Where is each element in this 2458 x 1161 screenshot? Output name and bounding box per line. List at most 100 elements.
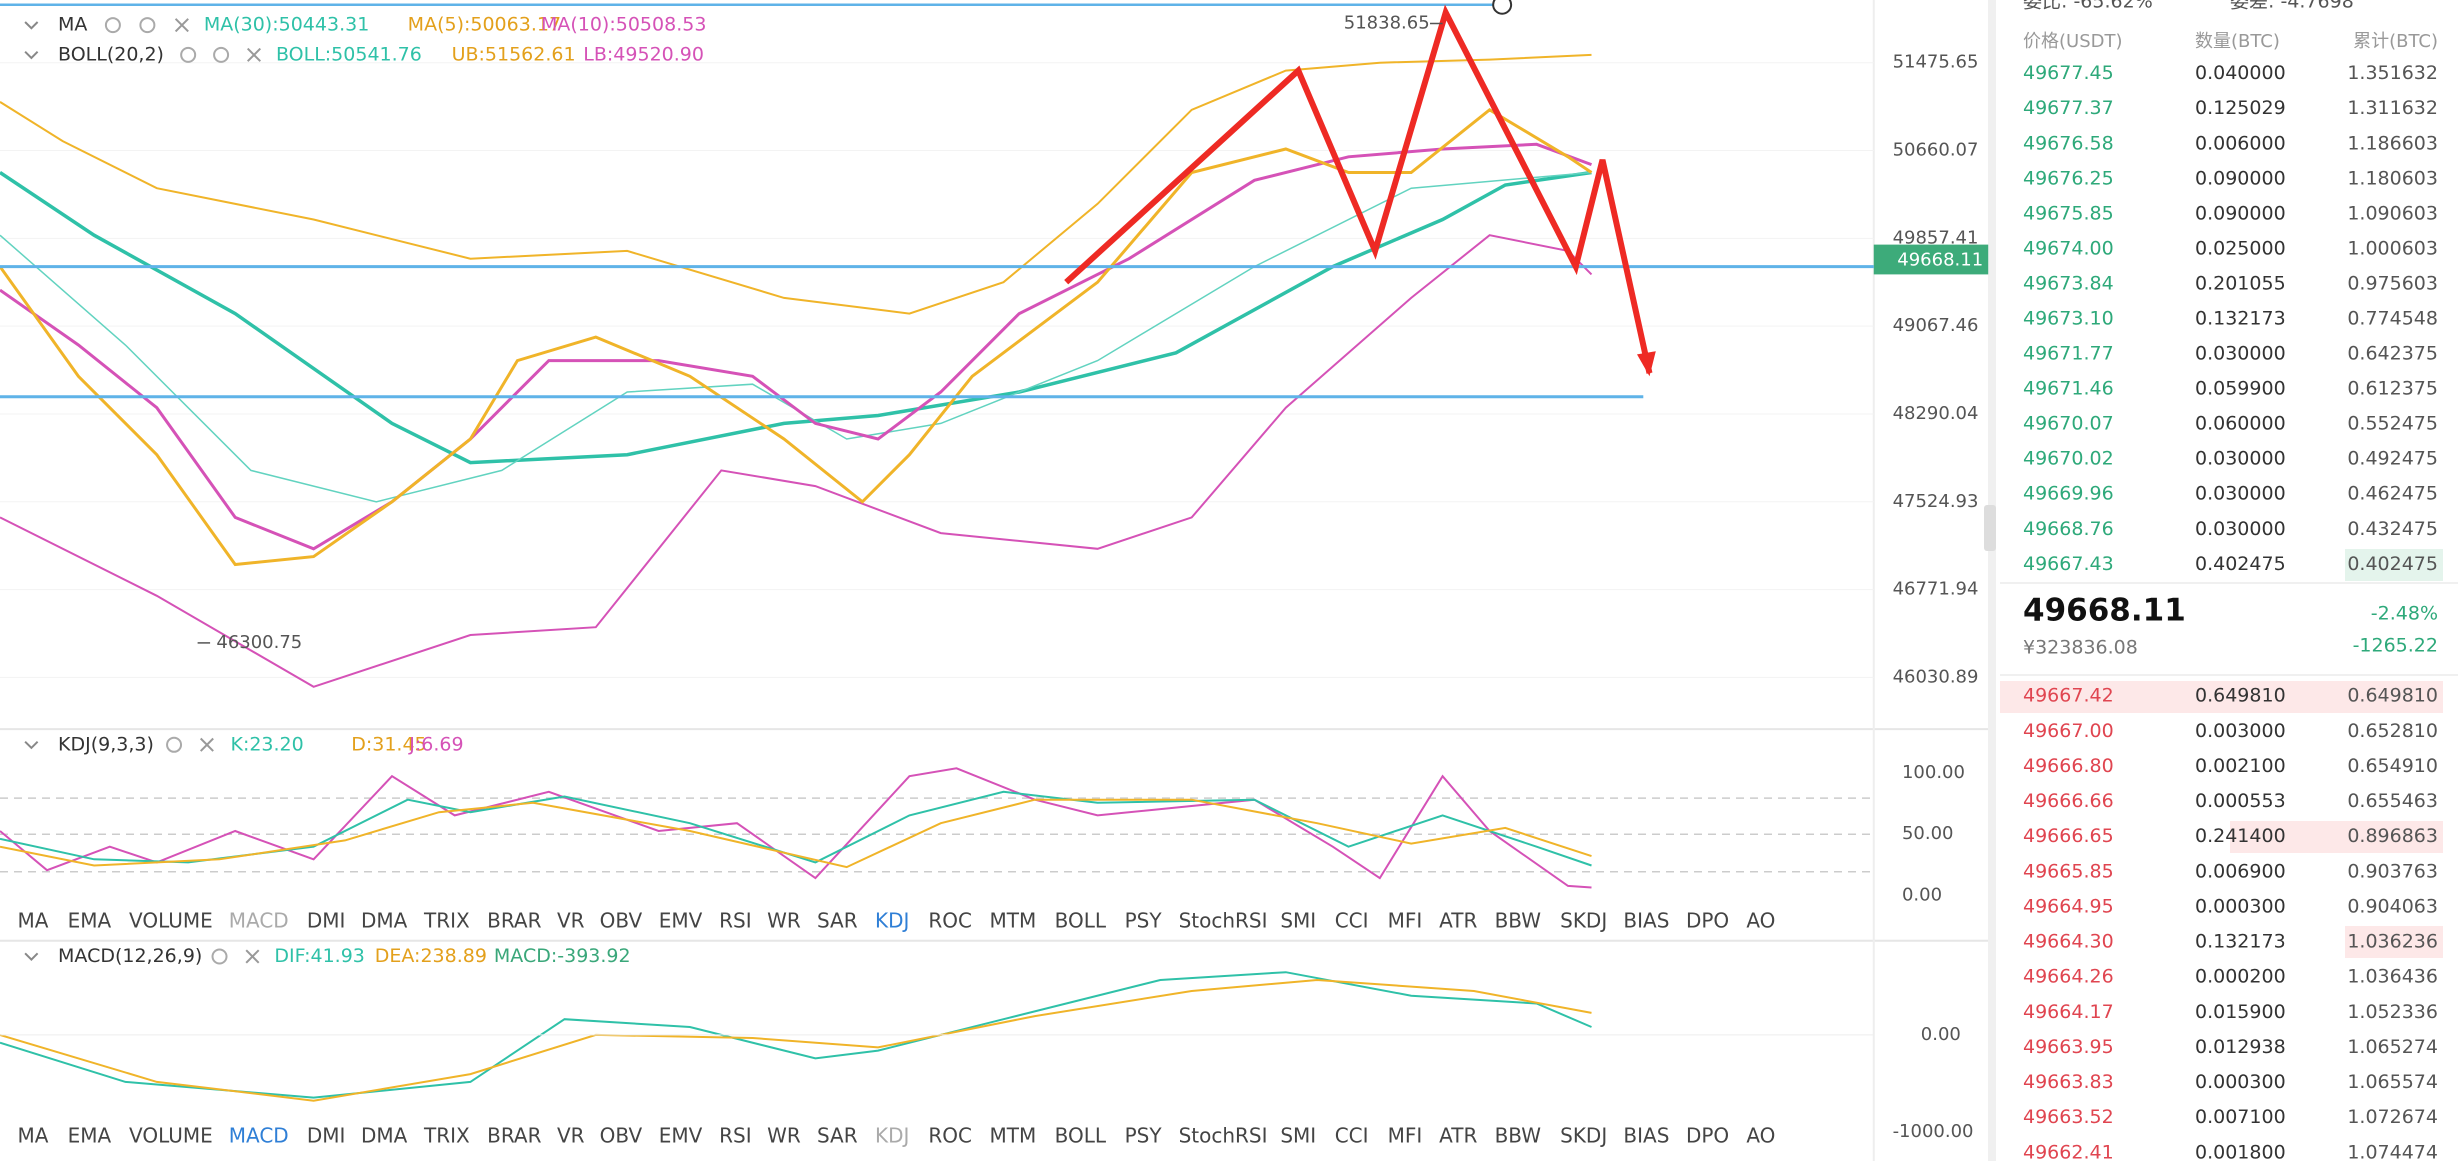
indicator-tab[interactable]: BOLL: [1055, 908, 1107, 932]
indicator-tab[interactable]: SKDJ: [1560, 1123, 1607, 1147]
book-amount: 0.000300: [2195, 1071, 2286, 1093]
collapse-handle[interactable]: [1984, 505, 1996, 551]
indicator-tab[interactable]: DPO: [1686, 1123, 1729, 1147]
indicator-tab[interactable]: KDJ: [875, 908, 909, 932]
book-amount: 0.001800: [2195, 1141, 2286, 1161]
legend-j: J:6.69: [408, 733, 463, 755]
macd-dea: [0, 978, 1592, 1102]
indicator-tab[interactable]: ROC: [928, 1123, 972, 1147]
book-header: 价格(USDT): [2023, 31, 2123, 52]
indicator-tab[interactable]: ATR: [1439, 1123, 1477, 1147]
book-total: 1.074474: [2347, 1141, 2438, 1161]
indicator-tab[interactable]: EMV: [659, 908, 703, 932]
book-amount: 0.649810: [2195, 685, 2286, 707]
indicator-tab[interactable]: TRIX: [423, 1123, 470, 1147]
book-total: 1.000603: [2347, 237, 2438, 259]
indicator-tab[interactable]: AO: [1746, 1123, 1775, 1147]
indicator-tab[interactable]: BRAR: [487, 908, 541, 932]
book-amount: 0.030000: [2195, 448, 2286, 470]
indicator-tab[interactable]: PSY: [1125, 1123, 1163, 1147]
indicator-tab[interactable]: MFI: [1388, 1123, 1423, 1147]
book-total: 1.072674: [2347, 1106, 2438, 1128]
settings-icon[interactable]: [211, 948, 228, 965]
indicator-tab[interactable]: VR: [557, 908, 585, 932]
indicator-tab[interactable]: CCI: [1335, 1123, 1369, 1147]
eye-icon[interactable]: [104, 17, 121, 34]
indicator-tab[interactable]: SMI: [1280, 1123, 1316, 1147]
ma10: [0, 142, 1593, 551]
book-amount: 0.000300: [2195, 895, 2286, 917]
indicator-tab[interactable]: RSI: [719, 908, 752, 932]
book-total: 1.090603: [2347, 202, 2438, 224]
book-total: 1.036436: [2347, 966, 2438, 988]
indicator-tab[interactable]: BBW: [1495, 1123, 1542, 1147]
book-amount: 0.090000: [2195, 167, 2286, 189]
indicator-tab[interactable]: TRIX: [423, 908, 470, 932]
indicator-tab[interactable]: DMI: [307, 1123, 346, 1147]
change-percent: -2.48%: [2371, 603, 2438, 625]
settings-icon[interactable]: [139, 17, 156, 34]
indicator-tab[interactable]: RSI: [719, 1123, 752, 1147]
depth-highlight: [2000, 681, 2443, 713]
drawn-line-handle[interactable]: [1492, 0, 1513, 15]
book-price: 49664.30: [2023, 931, 2114, 953]
indicator-tab[interactable]: MTM: [990, 908, 1037, 932]
indicator-tab[interactable]: SAR: [817, 908, 858, 932]
indicator-tab[interactable]: EMA: [68, 1123, 112, 1147]
indicator-tab[interactable]: BBW: [1495, 908, 1542, 932]
indicator-tab[interactable]: StochRSI: [1179, 1123, 1268, 1147]
indicator-tab[interactable]: EMV: [659, 1123, 703, 1147]
eye-icon[interactable]: [180, 46, 197, 63]
indicator-tab[interactable]: ROC: [928, 908, 972, 932]
indicator-tab[interactable]: VR: [557, 1123, 585, 1147]
price-tick-label: 47524.93: [1893, 491, 1979, 512]
indicator-tab[interactable]: CCI: [1335, 908, 1369, 932]
boll-mid: [0, 171, 1592, 503]
indicator-tab[interactable]: WR: [767, 908, 801, 932]
indicator-tab[interactable]: AO: [1746, 908, 1775, 932]
macd-dif: [0, 971, 1592, 1099]
indicator-tab[interactable]: SKDJ: [1560, 908, 1607, 932]
price-tick-label: 50660.07: [1893, 140, 1979, 161]
book-total: 0.655463: [2347, 790, 2438, 812]
indicator-tab[interactable]: DMA: [361, 908, 408, 932]
book-price: 49676.25: [2023, 167, 2114, 189]
indicator-tab[interactable]: BRAR: [487, 1123, 541, 1147]
settings-icon[interactable]: [213, 46, 230, 63]
indicator-tab[interactable]: MA: [17, 1123, 48, 1147]
indicator-tab[interactable]: SMI: [1280, 908, 1316, 932]
indicator-tab[interactable]: ATR: [1439, 908, 1477, 932]
indicator-tab[interactable]: DMI: [307, 908, 346, 932]
indicator-tab[interactable]: StochRSI: [1179, 908, 1268, 932]
panel-divider: [1988, 0, 1996, 1161]
settings-icon[interactable]: [166, 736, 183, 753]
indicator-tab[interactable]: VOLUME: [129, 908, 213, 932]
book-total: 0.652810: [2347, 720, 2438, 742]
indicator-tab[interactable]: OBV: [600, 1123, 643, 1147]
price-tick-label: 48290.04: [1893, 403, 1979, 424]
collapse-chevron: [24, 50, 39, 60]
indicator-tab[interactable]: MFI: [1388, 908, 1423, 932]
book-total: 1.065574: [2347, 1071, 2438, 1093]
indicator-tab[interactable]: BOLL: [1055, 1123, 1107, 1147]
indicator-tab[interactable]: BIAS: [1623, 1123, 1669, 1147]
indicator-tab[interactable]: MACD: [229, 1123, 289, 1147]
indicator-tab[interactable]: MTM: [990, 1123, 1037, 1147]
indicator-tab[interactable]: PSY: [1125, 908, 1163, 932]
indicator-tab[interactable]: BIAS: [1623, 908, 1669, 932]
indicator-tab[interactable]: MA: [17, 908, 48, 932]
indicator-tab[interactable]: MACD: [229, 908, 289, 932]
indicator-tab[interactable]: SAR: [817, 1123, 858, 1147]
indicator-tab[interactable]: OBV: [600, 908, 643, 932]
indicator-tab[interactable]: VOLUME: [129, 1123, 213, 1147]
book-amount: 0.241400: [2195, 825, 2286, 847]
book-total: 0.975603: [2347, 272, 2438, 294]
book-price: 49663.83: [2023, 1071, 2114, 1093]
book-price: 49667.42: [2023, 685, 2114, 707]
indicator-tab[interactable]: DMA: [361, 1123, 408, 1147]
indicator-tab[interactable]: DPO: [1686, 908, 1729, 932]
indicator-tab[interactable]: KDJ: [875, 1123, 909, 1147]
indicator-tab[interactable]: EMA: [68, 908, 112, 932]
indicator-tab[interactable]: WR: [767, 1123, 801, 1147]
book-amount: 0.006900: [2195, 860, 2286, 882]
